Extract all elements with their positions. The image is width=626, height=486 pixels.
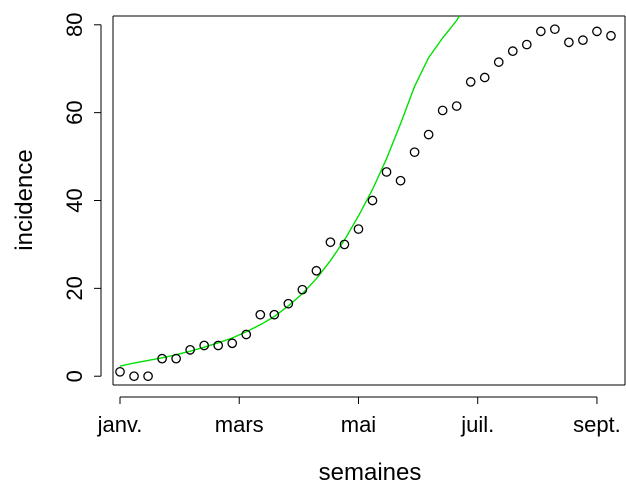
x-tick-label: sept.: [573, 412, 621, 437]
data-point: [157, 353, 167, 364]
data-point: [479, 72, 490, 83]
data-point: [564, 37, 574, 48]
data-point: [451, 101, 462, 111]
x-tick-label: mars: [215, 412, 264, 437]
data-point: [395, 175, 406, 186]
data-point: [465, 77, 476, 87]
y-tick-label: 40: [62, 188, 87, 212]
y-tick-label: 0: [62, 370, 87, 382]
x-tick-label: janv.: [97, 412, 143, 437]
data-point: [578, 35, 588, 46]
data-point: [493, 57, 504, 67]
data-point: [199, 340, 210, 351]
data-point: [353, 224, 364, 234]
data-point: [311, 265, 322, 276]
data-point: [592, 26, 602, 37]
points-layer: [115, 24, 616, 382]
data-point: [129, 371, 139, 382]
x-axis: janv. mars mai juil. sept.: [97, 396, 621, 437]
y-tick-label: 60: [62, 100, 87, 124]
y-axis-title: incidence: [11, 149, 38, 250]
data-point: [423, 129, 434, 140]
data-point: [550, 24, 560, 35]
data-point: [241, 329, 252, 340]
data-point: [143, 371, 153, 382]
x-axis-title: semaines: [319, 459, 422, 486]
fitted-curve-layer: [119, 15, 461, 367]
data-point: [381, 167, 392, 177]
x-tick-label: mai: [341, 412, 376, 437]
data-point: [297, 284, 308, 295]
data-point: [367, 195, 378, 206]
plot-frame: [112, 15, 626, 386]
data-point: [115, 366, 125, 377]
y-tick-label: 80: [62, 13, 87, 37]
data-point: [255, 309, 266, 320]
data-point: [283, 298, 294, 309]
y-axis: 0 20 40 60 80: [62, 13, 102, 382]
data-point: [213, 340, 224, 351]
data-point: [325, 237, 336, 248]
data-point: [437, 105, 448, 116]
data-point: [535, 26, 546, 37]
x-tick-label: juil.: [460, 412, 494, 437]
data-point: [185, 345, 196, 355]
y-tick-label: 20: [62, 276, 87, 300]
data-point: [227, 338, 238, 349]
fitted-curve-line: [119, 15, 461, 367]
data-point: [606, 30, 616, 41]
data-point: [171, 353, 181, 364]
data-point: [507, 46, 518, 56]
data-point: [339, 239, 350, 250]
data-point: [269, 309, 280, 320]
data-point: [409, 147, 420, 158]
data-point: [521, 39, 532, 50]
